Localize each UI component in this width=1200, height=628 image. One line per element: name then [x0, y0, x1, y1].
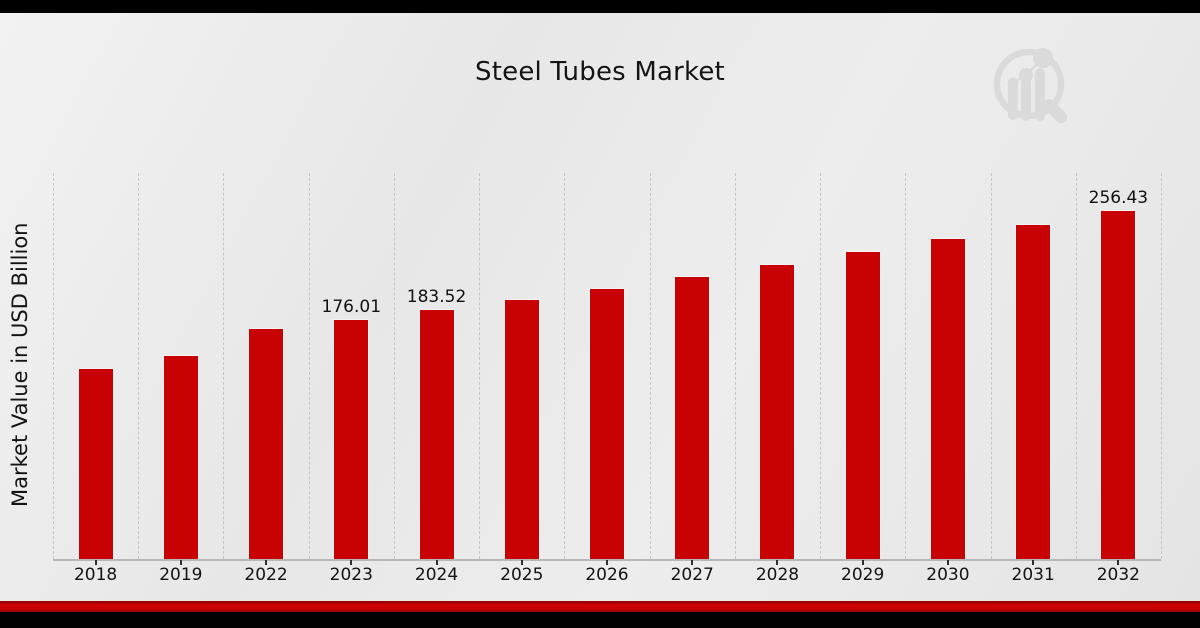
x-tick-mark — [179, 560, 182, 565]
chart-column: 176.01 — [309, 173, 394, 559]
x-tick-mark — [435, 560, 438, 565]
bottom-black-bar — [0, 612, 1200, 628]
gridline — [990, 173, 992, 559]
bar-2028 — [759, 263, 796, 559]
chart-title: Steel Tubes Market — [475, 57, 725, 87]
x-tick-label: 2027 — [670, 565, 714, 585]
x-tick-label: 2030 — [926, 565, 970, 585]
gridline — [734, 173, 736, 559]
x-tick-mark — [776, 560, 779, 565]
chart-column: 256.43 — [1076, 173, 1161, 559]
bar-2027 — [674, 275, 711, 559]
x-tick-mark — [520, 560, 523, 565]
gridline — [820, 173, 822, 559]
x-tick-label: 2019 — [159, 565, 203, 585]
magnifier-bar-chart-logo-icon — [993, 48, 1067, 123]
bar-2022 — [248, 328, 285, 559]
x-tick-mark — [265, 560, 268, 565]
chart-column — [53, 173, 138, 559]
gridline — [53, 173, 54, 559]
x-tick-mark — [691, 560, 694, 565]
bar-value-label: 256.43 — [1088, 188, 1149, 208]
x-tick-label: 2032 — [1096, 565, 1140, 585]
gridline — [138, 173, 140, 559]
x-tick-label: 2024 — [414, 565, 459, 585]
bar-2030 — [929, 237, 966, 559]
bar-2018 — [77, 368, 114, 559]
gridline — [905, 173, 907, 559]
x-tick-label: 2026 — [585, 565, 629, 585]
x-tick-mark — [861, 560, 864, 565]
gridline — [1075, 173, 1077, 559]
chart-column — [905, 173, 990, 559]
chart-column — [479, 173, 564, 559]
chart-column — [138, 173, 223, 559]
bar-value-label: 183.52 — [406, 287, 467, 308]
chart-column — [223, 173, 308, 559]
chart-column — [735, 173, 820, 559]
bar-2032: 256.43 — [1089, 188, 1148, 559]
x-tick-label: 2031 — [1011, 565, 1055, 585]
x-tick-mark — [1032, 560, 1035, 565]
x-tick-label: 2028 — [755, 565, 800, 585]
gridline — [308, 173, 310, 559]
chart-column — [991, 173, 1076, 559]
gridline — [223, 173, 225, 559]
x-tick-label: 2018 — [73, 565, 118, 585]
gridline — [479, 173, 481, 559]
chart-column — [650, 173, 735, 559]
x-tick-mark — [350, 560, 353, 565]
bottom-red-stripe — [0, 601, 1200, 612]
gridline — [564, 173, 566, 559]
plot-area: 176.01 183.52 256.43 — [53, 173, 1162, 559]
gridline — [649, 173, 651, 559]
y-axis-label: Market Value in USD Billion — [8, 222, 32, 508]
bar-2031 — [1015, 224, 1052, 559]
gridline — [1161, 173, 1162, 559]
bar-2023: 176.01 — [322, 297, 381, 559]
x-tick-label: 2025 — [500, 565, 544, 585]
x-tick-mark — [1117, 560, 1120, 565]
bar-2025 — [503, 298, 540, 559]
gridline — [393, 173, 395, 559]
bar-2019 — [162, 355, 199, 559]
bar-2029 — [844, 251, 881, 559]
x-tick-mark — [606, 560, 608, 565]
x-tick-label: 2022 — [244, 565, 288, 585]
x-tick-mark — [94, 560, 97, 565]
x-tick-mark — [946, 560, 949, 565]
chart-column — [820, 173, 905, 559]
x-tick-label: 2023 — [329, 565, 373, 585]
chart-column — [564, 173, 649, 559]
chart-column: 183.52 — [394, 173, 479, 559]
bar-2024: 183.52 — [407, 287, 466, 559]
bar-2026 — [588, 287, 625, 559]
x-axis-line — [53, 559, 1161, 561]
x-tick-label: 2029 — [841, 565, 885, 585]
bar-value-label: 176.01 — [321, 297, 382, 318]
top-black-bar — [0, 0, 1200, 13]
